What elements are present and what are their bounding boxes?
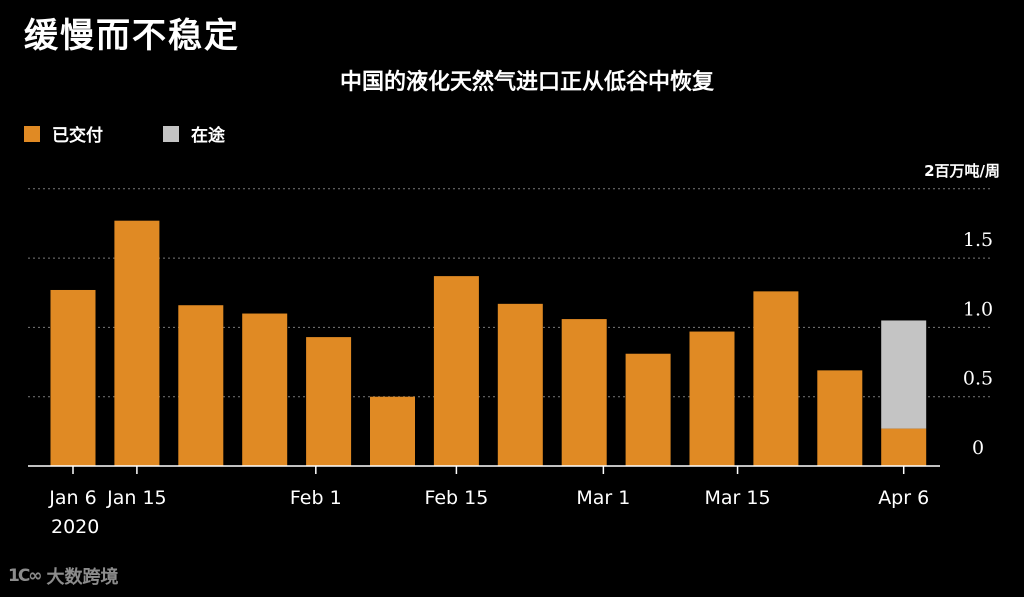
y-tick-label-3: 1.5 bbox=[963, 229, 993, 251]
y-axis-unit-label: 2百万吨/周 bbox=[924, 162, 1000, 180]
legend-item-delivered: 已交付 bbox=[24, 121, 103, 146]
bar-delivered-8 bbox=[561, 319, 607, 466]
y-tick-label-0: 0 bbox=[972, 437, 984, 459]
bar-delivered-11 bbox=[753, 291, 799, 466]
bar-delivered-1 bbox=[114, 220, 160, 466]
bar-delivered-13 bbox=[881, 428, 927, 466]
bar-delivered-4 bbox=[306, 337, 352, 466]
legend-swatch-delivered bbox=[24, 125, 40, 142]
bar-delivered-10 bbox=[689, 331, 735, 466]
bar-delivered-0 bbox=[50, 289, 96, 466]
bar-delivered-9 bbox=[625, 353, 671, 466]
x-tick-label-4: Mar 1 bbox=[576, 487, 630, 509]
headline: 缓慢而不稳定 bbox=[24, 16, 240, 56]
legend-label-delivered: 已交付 bbox=[52, 126, 103, 146]
watermark-logo: 1C∞ bbox=[8, 566, 42, 586]
x-tick-label-2: Feb 1 bbox=[290, 487, 342, 509]
bar-delivered-3 bbox=[242, 313, 288, 466]
legend-label-in-transit: 在途 bbox=[191, 126, 225, 146]
y-tick-label-1: 0.5 bbox=[963, 368, 993, 390]
x-tick-label-0: Jan 6 bbox=[48, 487, 96, 509]
bar-delivered-6 bbox=[433, 276, 479, 466]
x-tick-label-3: Feb 15 bbox=[424, 487, 488, 509]
x-tick-label-6: Apr 6 bbox=[878, 487, 929, 509]
watermark-text: 大数跨境 bbox=[46, 567, 119, 588]
y-tick-label-2: 1.0 bbox=[963, 298, 993, 320]
legend: 已交付 在途 bbox=[24, 121, 285, 146]
bar-delivered-12 bbox=[817, 370, 863, 466]
x-tick-label-1: Jan 15 bbox=[106, 487, 167, 509]
chart-title: 中国的液化天然气进口正从低谷中恢复 bbox=[339, 70, 714, 95]
x-tick-sublabel-0: 2020 bbox=[51, 516, 99, 538]
legend-swatch-in-transit bbox=[163, 125, 179, 142]
watermark: 1C∞ 大数跨境 bbox=[8, 563, 118, 589]
bar-delivered-2 bbox=[178, 305, 224, 466]
legend-item-in-transit: 在途 bbox=[163, 121, 225, 146]
bar-in-transit-13 bbox=[881, 320, 927, 429]
x-tick-label-5: Mar 15 bbox=[705, 487, 771, 509]
bar-delivered-7 bbox=[497, 303, 543, 466]
bar-delivered-5 bbox=[370, 396, 415, 466]
